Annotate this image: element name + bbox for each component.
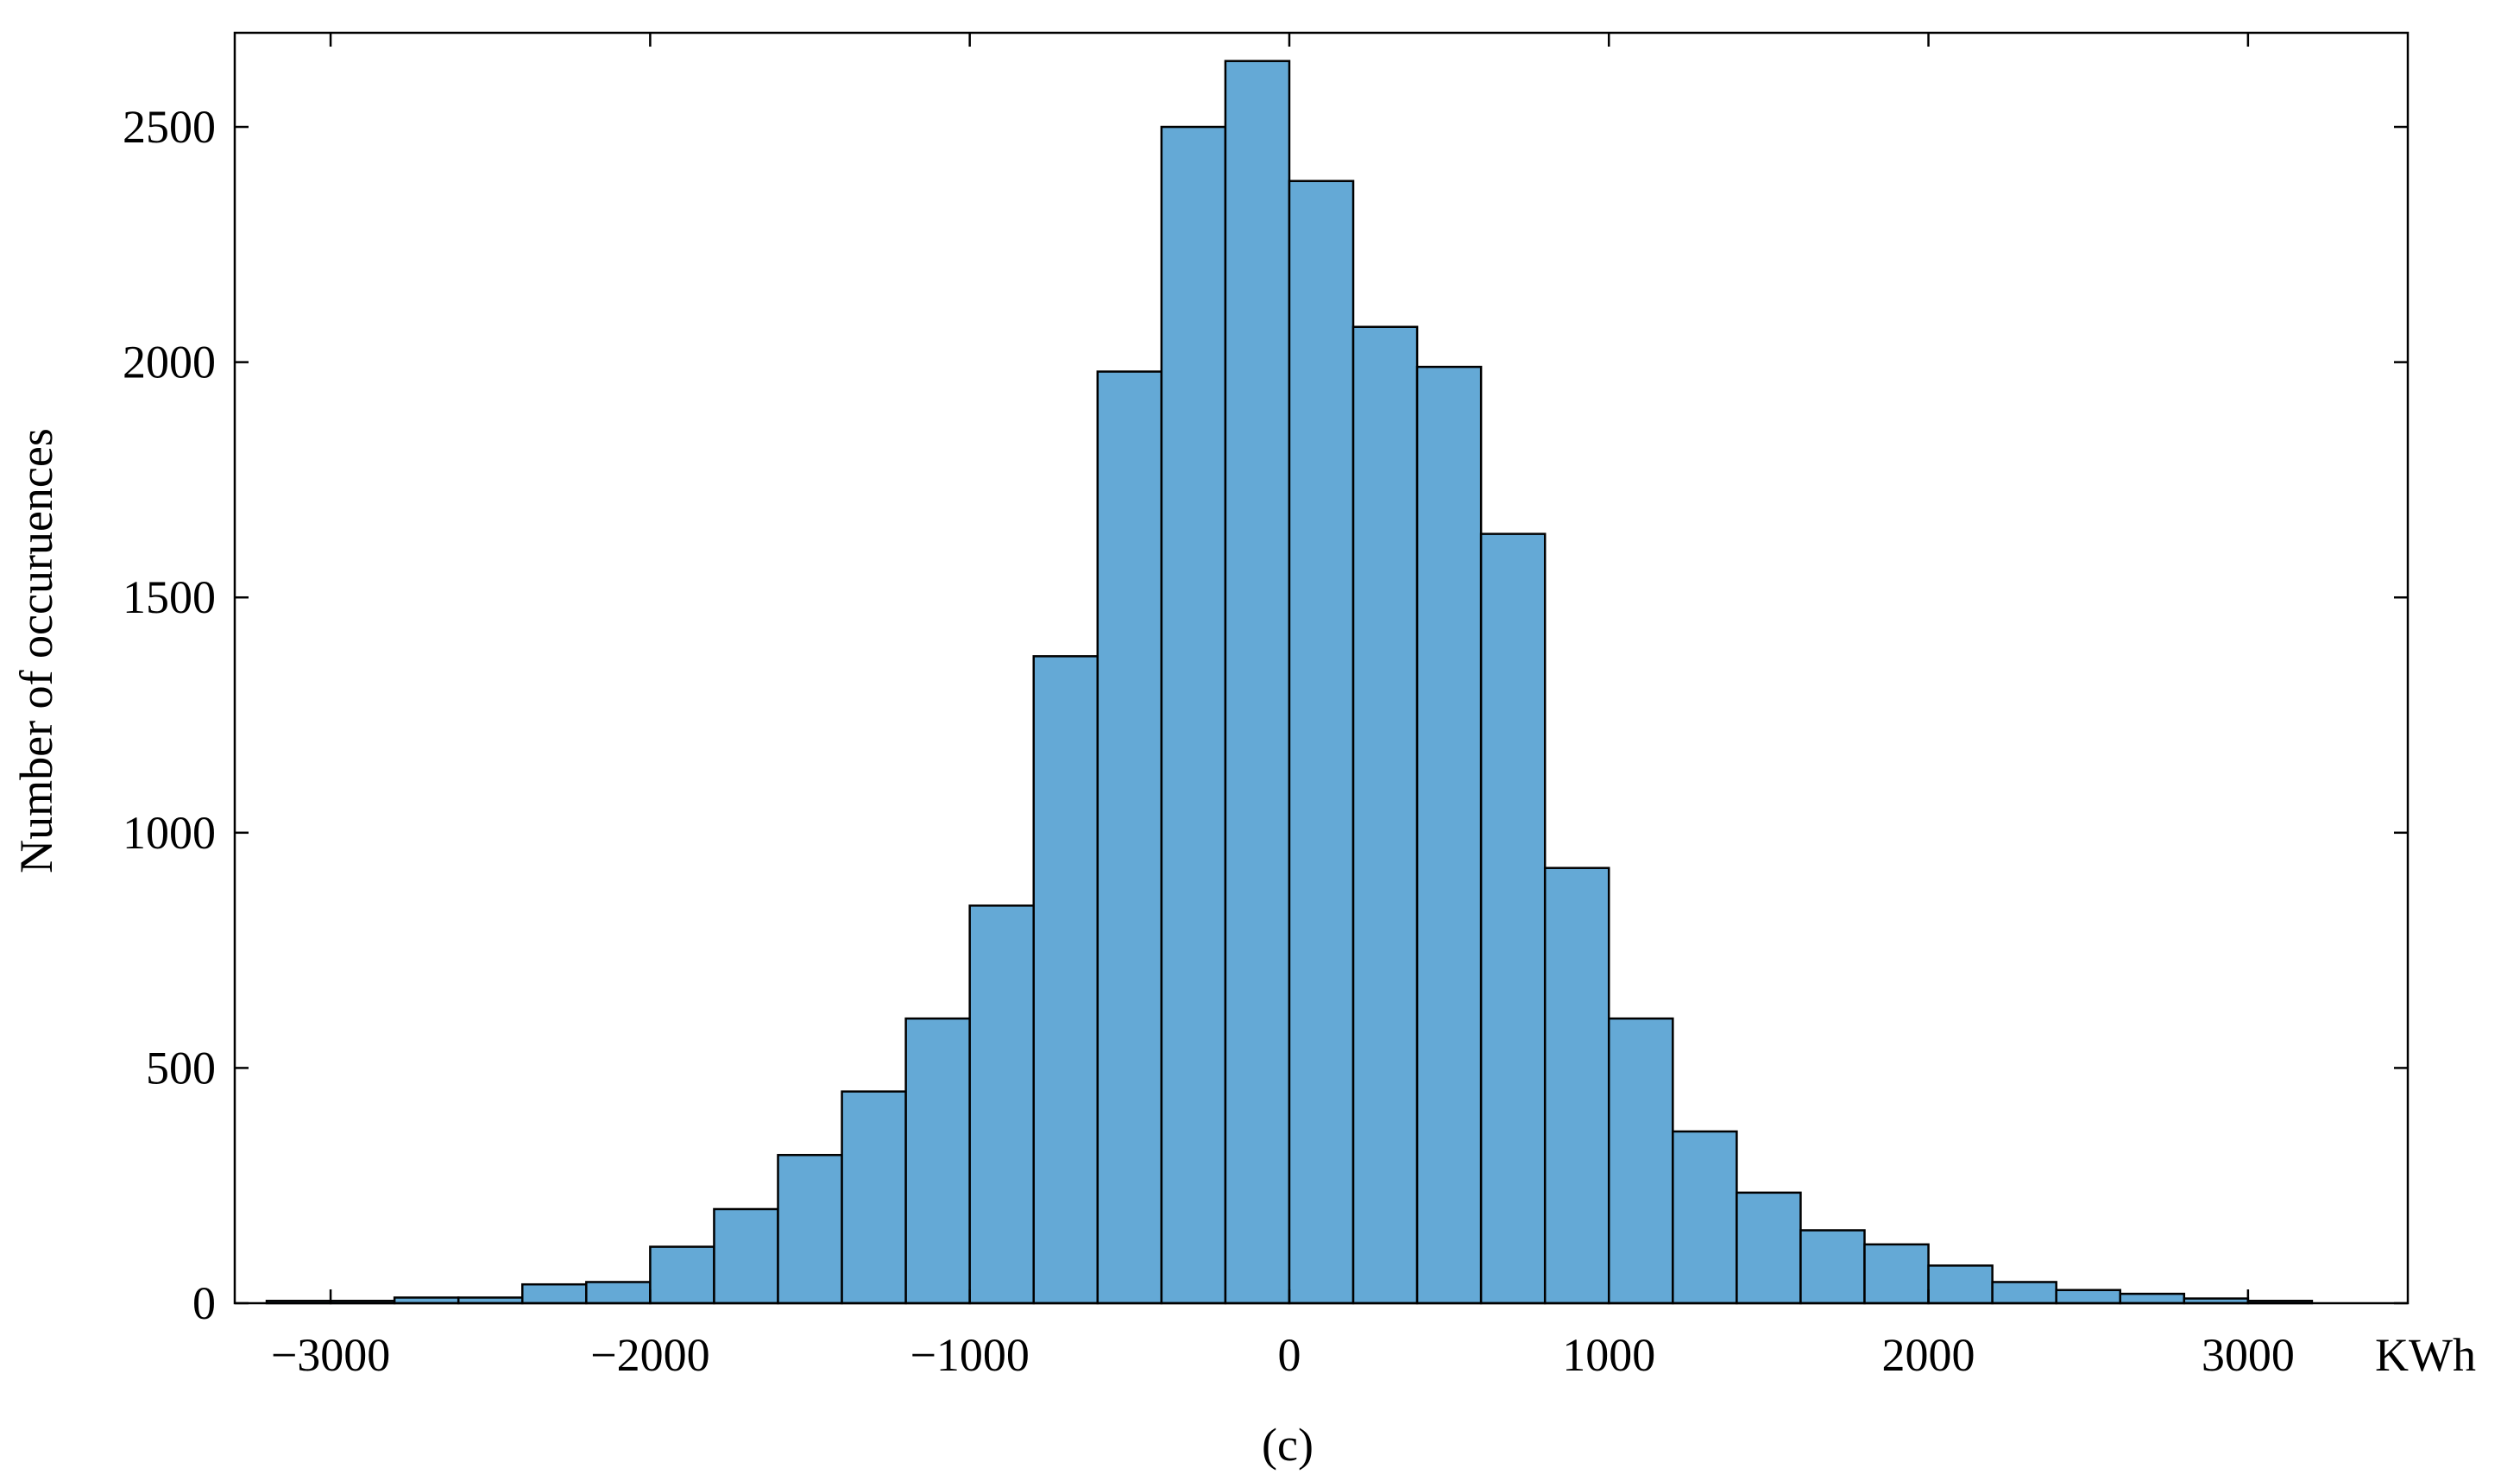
histogram-bar — [713, 1207, 779, 1305]
y-axis-label: Number of occuruences — [10, 428, 62, 873]
x-tick-label: −1000 — [910, 1329, 1029, 1381]
x-tick-label: 0 — [1277, 1329, 1301, 1381]
histogram-bar — [1672, 1130, 1738, 1305]
histogram-bar — [1736, 1191, 1802, 1305]
x-tick-label: 1000 — [1562, 1329, 1655, 1381]
plot-frame — [233, 31, 2410, 1305]
histogram-bar — [585, 1281, 652, 1305]
histogram-bar — [1799, 1229, 1866, 1305]
histogram-bar — [1991, 1281, 2057, 1305]
y-tick-label: 2000 — [123, 337, 216, 388]
figure-caption: (c) — [1262, 1419, 1314, 1471]
histogram-bar — [1863, 1243, 1930, 1305]
y-tick-label: 1000 — [123, 807, 216, 859]
histogram-bar — [1608, 1017, 1674, 1305]
x-axis-unit-label: KWh — [2375, 1329, 2476, 1381]
y-tick-labels: 0 500 1000 1500 2000 2500 — [123, 101, 216, 1329]
y-tick-label: 0 — [192, 1277, 216, 1329]
histogram-bar — [1927, 1264, 1994, 1305]
histogram-bar — [1288, 180, 1355, 1305]
histogram-bar — [1032, 655, 1099, 1305]
histogram-bar — [1415, 365, 1483, 1305]
histogram-bars — [265, 60, 2314, 1305]
histogram-bar — [2119, 1292, 2186, 1305]
x-tick-label: 3000 — [2202, 1329, 2295, 1381]
y-tick-label: 1500 — [123, 571, 216, 623]
y-tick-label: 2500 — [123, 101, 216, 153]
histogram-bar — [1160, 125, 1227, 1305]
histogram-bar — [2055, 1289, 2121, 1305]
histogram-bar — [521, 1282, 588, 1305]
histogram-bar — [1096, 370, 1163, 1305]
histogram-bar — [1224, 60, 1291, 1305]
histogram-bar — [1351, 325, 1419, 1305]
x-tick-label: −3000 — [271, 1329, 390, 1381]
histogram-bar — [841, 1090, 907, 1305]
histogram-bar — [968, 904, 1035, 1305]
histogram-bar — [1543, 867, 1610, 1305]
y-tick-label: 500 — [146, 1042, 216, 1093]
histogram-bar — [777, 1154, 843, 1305]
histogram-bar — [904, 1017, 971, 1305]
histogram-bar — [649, 1245, 715, 1305]
histogram-bar — [1479, 533, 1547, 1305]
x-tick-label: 2000 — [1882, 1329, 1975, 1381]
x-tick-labels: −3000 −2000 −1000 0 1000 2000 3000 — [271, 1329, 2295, 1381]
x-tick-label: −2000 — [590, 1329, 709, 1381]
